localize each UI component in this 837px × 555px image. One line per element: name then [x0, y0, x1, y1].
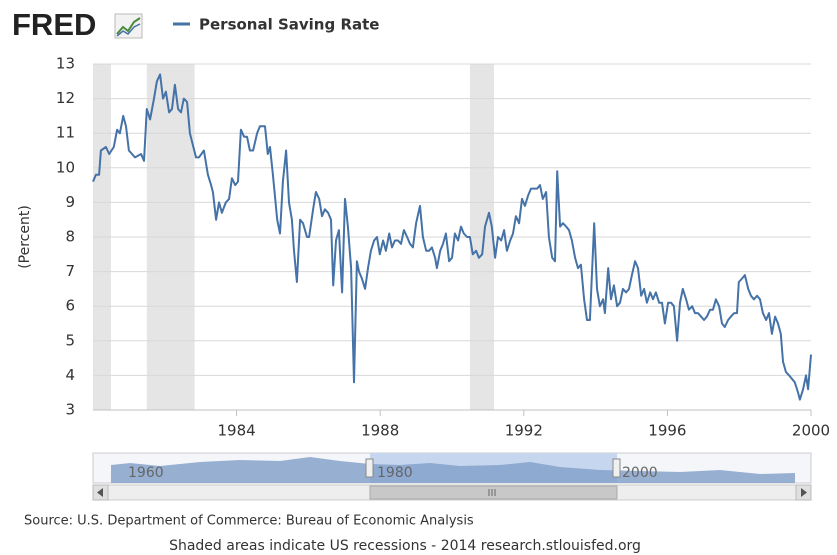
navigator-area: [111, 457, 795, 483]
series-line: [92, 73, 812, 401]
logo-icon: [114, 13, 143, 39]
y-tick-label: 11: [56, 124, 75, 142]
arrow: [97, 488, 103, 497]
y-tick-label: 10: [56, 158, 75, 176]
x-tick-label: 2000: [792, 422, 830, 440]
x-tick-label: 1988: [361, 422, 399, 440]
navigator-label: 1960: [128, 465, 164, 481]
plot-area: 3 4 5 6 7 8 9 10 11 12 13 1984 1988 1992 1996 2000: [56, 55, 830, 440]
navigator: 1960 1980 2000: [92, 452, 812, 484]
source: Source: U.S. Department of Commerce: Bur…: [24, 514, 474, 529]
grip: [488, 489, 496, 496]
scrollbar: [92, 484, 812, 501]
y-tick-label: 9: [65, 193, 75, 211]
y-tick-label: 13: [56, 55, 75, 73]
navigator-handle[interactable]: [612, 458, 621, 478]
y-axis-label: (Percent): [17, 205, 33, 269]
footer: Shaded areas indicate US recessions - 20…: [169, 538, 641, 554]
y-tick-label: 12: [56, 89, 75, 107]
y-tick-label: 7: [65, 262, 75, 280]
arrow: [801, 488, 807, 497]
logo: FRED: [12, 7, 96, 42]
legend-label: Personal Saving Rate: [199, 16, 379, 34]
navigator-label: 1980: [377, 465, 413, 481]
x-tick-label: 1984: [218, 422, 256, 440]
x-tick-label: 1992: [505, 422, 543, 440]
y-tick-label: 6: [65, 297, 75, 315]
y-tick-label: 8: [65, 228, 75, 246]
navigator-label: 2000: [622, 465, 658, 481]
y-tick-label: 5: [65, 331, 75, 349]
y-tick-label: 3: [65, 401, 75, 419]
navigator-handle[interactable]: [365, 458, 374, 478]
scroll-thumb[interactable]: [369, 485, 618, 500]
x-tick-label: 1996: [648, 422, 686, 440]
y-tick-label: 4: [65, 366, 75, 384]
